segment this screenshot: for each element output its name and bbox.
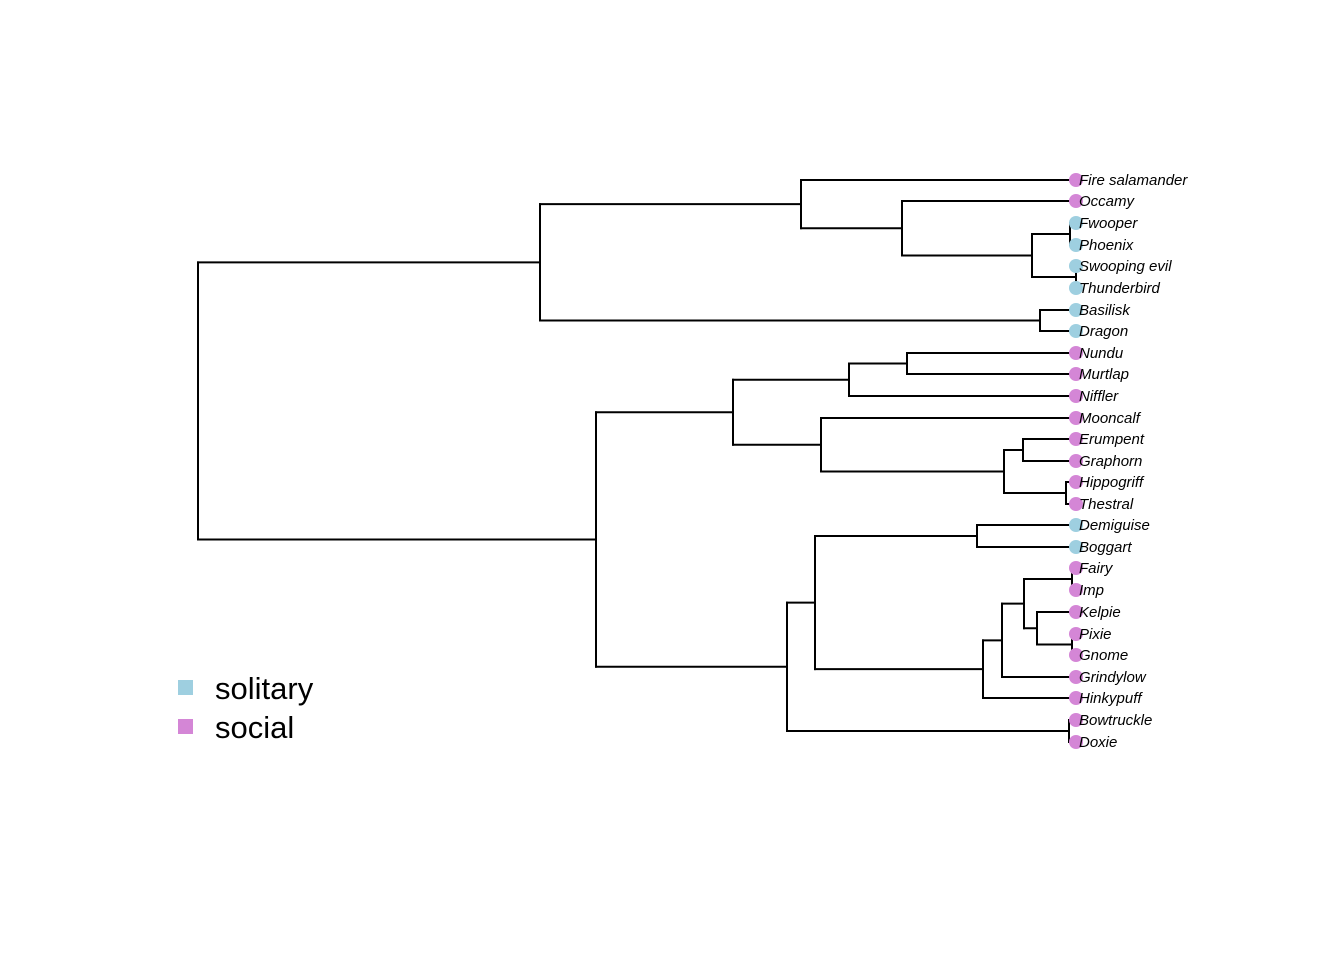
tip-marker [1069, 605, 1083, 619]
tip-label: Hippogriff [1079, 474, 1145, 491]
tip-label: Fairy [1079, 560, 1114, 577]
tip-marker [1069, 497, 1083, 511]
tip-marker [1069, 303, 1083, 317]
tip-label: Phoenix [1079, 237, 1134, 254]
tree-tips: Fire salamander Occamy Fwooper Phoenix Swoop… [1069, 172, 1188, 751]
legend-swatch-solitary [178, 680, 193, 695]
tip-marker [1069, 216, 1083, 230]
tip-label: Bowtruckle [1079, 712, 1152, 729]
tip-label: Doxie [1079, 734, 1117, 751]
tip-marker [1069, 561, 1083, 575]
tip-label: Nundu [1079, 345, 1124, 362]
tip-label: Mooncalf [1079, 410, 1142, 427]
tip-marker [1069, 648, 1083, 662]
tip-label: Grindylow [1079, 669, 1147, 686]
tip-label: Graphorn [1079, 453, 1142, 470]
tip-marker [1069, 411, 1083, 425]
tip-marker [1069, 367, 1083, 381]
tip-label: Gnome [1079, 647, 1128, 664]
tip-marker [1069, 735, 1083, 749]
tip-marker [1069, 475, 1083, 489]
tip-label: Fire salamander [1079, 172, 1188, 189]
tip-marker [1069, 432, 1083, 446]
legend-label-solitary: solitary [215, 671, 314, 706]
tip-label: Boggart [1079, 539, 1132, 556]
tip-label: Fwooper [1079, 215, 1138, 232]
tip-marker [1069, 238, 1083, 252]
tip-marker [1069, 713, 1083, 727]
tip-label: Dragon [1079, 323, 1128, 340]
legend: solitary social [178, 671, 314, 745]
tip-marker [1069, 691, 1083, 705]
tip-label: Swooping evil [1079, 258, 1172, 275]
legend-swatch-social [178, 719, 193, 734]
tip-label: Demiguise [1079, 517, 1150, 534]
tip-marker [1069, 670, 1083, 684]
tip-label: Pixie [1079, 626, 1112, 643]
tip-marker [1069, 454, 1083, 468]
tip-label: Kelpie [1079, 604, 1121, 621]
tip-marker [1069, 540, 1083, 554]
tree-branches [197, 179, 1077, 743]
tip-marker [1069, 518, 1083, 532]
tip-marker [1069, 583, 1083, 597]
tip-label: Thunderbird [1079, 280, 1161, 297]
tip-marker [1069, 389, 1083, 403]
tip-label: Erumpent [1079, 431, 1145, 448]
tip-marker [1069, 324, 1083, 338]
tip-label: Niffler [1079, 388, 1119, 405]
tip-marker [1069, 346, 1083, 360]
tip-marker [1069, 281, 1083, 295]
tip-marker [1069, 259, 1083, 273]
tip-label: Murtlap [1079, 366, 1129, 383]
tip-marker [1069, 194, 1083, 208]
tip-marker [1069, 173, 1083, 187]
tip-label: Occamy [1079, 193, 1136, 210]
legend-label-social: social [215, 710, 294, 745]
tip-marker [1069, 627, 1083, 641]
tip-label: Hinkypuff [1079, 690, 1143, 707]
tip-label: Thestral [1079, 496, 1134, 513]
tip-label: Imp [1079, 582, 1104, 599]
tip-label: Basilisk [1079, 302, 1131, 319]
